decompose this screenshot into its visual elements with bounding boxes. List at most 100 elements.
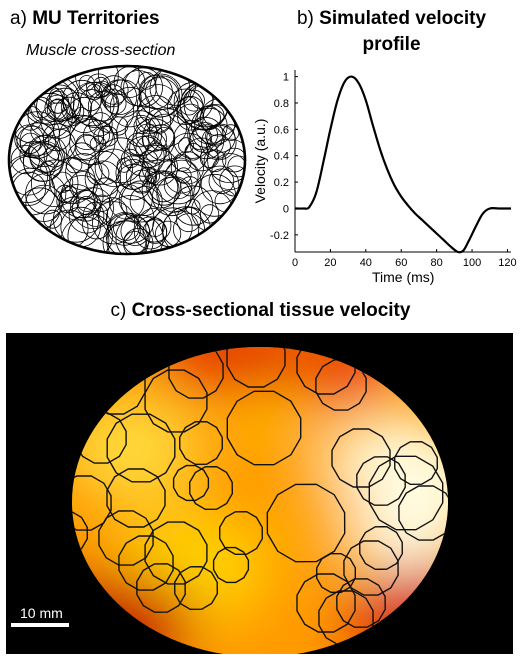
mu-territory-circle	[183, 89, 205, 112]
mu-territory-circle	[189, 85, 214, 110]
mu-territory-circle	[211, 153, 245, 191]
mu-territory-circle	[86, 162, 110, 186]
mu-territory-circle	[180, 176, 201, 197]
x-tick-label: 40	[360, 257, 372, 269]
mu-territory-outline	[144, 369, 208, 433]
mu-territory-outline	[72, 510, 89, 556]
mu-territory-circle	[69, 171, 98, 200]
mu-territory-circle	[138, 71, 156, 90]
mu-territory-circle	[120, 70, 157, 107]
mu-territory-circle	[113, 213, 140, 241]
mu-territory-circle	[46, 99, 68, 120]
panel-c-title-text: Cross-sectional tissue velocity	[131, 300, 411, 321]
velocity-profile-chart: -0.2 0 0.2 0.4 0.6 0.8 1 0 20 40 60 80 100 120 Time …	[252, 70, 517, 285]
mu-territory-outline	[358, 525, 404, 571]
mu-territory-circle	[148, 172, 179, 203]
y-tick-label: 0.2	[274, 177, 289, 189]
mu-territory-circle	[168, 132, 209, 173]
mu-territory-circle	[176, 206, 202, 233]
mu-territory-circle	[79, 88, 103, 112]
mu-territory-circle	[87, 90, 119, 122]
mu-territory-circle	[107, 212, 142, 246]
mu-territory-circle	[19, 141, 48, 170]
mu-territory-outline	[266, 483, 346, 563]
mu-territory-outline	[368, 455, 444, 531]
scale-bar	[11, 623, 69, 627]
y-tick-label: -0.2	[270, 230, 289, 242]
mu-territory-circle	[206, 123, 236, 153]
mu-territory-circle	[138, 73, 183, 118]
mu-territory-circle	[170, 151, 204, 185]
mu-territory-circle	[187, 116, 224, 153]
mu-territory-circle	[176, 95, 205, 124]
mu-territory-circle	[146, 170, 182, 206]
x-tick-label: 60	[395, 257, 407, 269]
y-tick-label: 0.8	[274, 98, 289, 110]
mu-territory-circle	[51, 171, 74, 193]
mu-territory-circle	[199, 148, 219, 168]
x-ticks: 0 20 40 60 80 100 120	[292, 249, 517, 269]
x-tick-label: 80	[431, 257, 443, 269]
mu-territory-circle	[144, 75, 180, 111]
mu-territory-circle	[179, 96, 199, 116]
mu-territory-circle	[222, 147, 245, 173]
mu-territory-outline	[296, 347, 356, 395]
x-tick-label: 120	[498, 257, 516, 269]
mu-territory-circle	[109, 86, 151, 128]
mu-territory-circle	[97, 125, 119, 147]
y-tick-label: 0.6	[274, 124, 289, 136]
mu-territory-outline	[173, 565, 219, 611]
mu-territory-outline	[226, 390, 302, 466]
x-tick-label: 0	[292, 257, 298, 269]
mu-territory-outline	[172, 464, 210, 502]
velocity-series-line	[294, 75, 511, 254]
mu-territory-outline	[106, 468, 166, 528]
mu-territory-outline	[393, 440, 439, 486]
mu-territory-circle	[155, 220, 182, 247]
mu-territory-circle	[178, 137, 195, 154]
y-tick-label: 0.4	[274, 151, 289, 163]
muscle-outline	[7, 64, 247, 256]
mu-territory-circle	[192, 122, 219, 148]
mu-territory-circle	[67, 142, 96, 171]
mu-territory-circle	[25, 184, 63, 222]
mu-territory-outline	[118, 535, 174, 591]
mu-territory-circle	[72, 81, 120, 129]
mu-territory-circle	[87, 150, 122, 185]
mu-territory-circle	[155, 66, 197, 106]
panel-a-letter: a)	[10, 8, 27, 29]
mu-territory-circle	[126, 132, 150, 156]
mu-territory-circle	[91, 201, 136, 245]
mu-territory-circle	[43, 209, 62, 229]
mu-territory-circle	[54, 96, 85, 127]
mu-territory-circle	[40, 160, 56, 177]
mu-territory-circle	[76, 190, 98, 212]
mu-territory-outline	[98, 510, 154, 566]
tissue-velocity-heatmap: 10 mm	[6, 333, 513, 654]
panel-a-title: a) MU Territories	[10, 8, 160, 30]
mu-territory-circle	[143, 144, 173, 174]
mu-territory-circle	[145, 142, 167, 164]
mu-territory-circle	[189, 124, 225, 160]
mu-territory-circle	[89, 89, 135, 134]
scale-bar-label: 10 mm	[20, 605, 63, 621]
mu-territory-circle	[139, 150, 158, 169]
mu-territory-outline	[212, 546, 250, 584]
mu-territory-outline	[226, 347, 286, 388]
mu-territory-circle	[65, 153, 103, 191]
mu-territory-circle	[94, 148, 134, 187]
panel-b-title-line2-wrap: profile	[262, 34, 521, 56]
mu-territory-circle	[129, 186, 160, 217]
panel-b-title: b) Simulated velocity	[262, 8, 521, 30]
mu-territory-circle	[56, 189, 80, 214]
mu-territory-circle	[75, 133, 98, 156]
mu-territory-circle	[9, 154, 52, 203]
mu-territory-circle	[93, 194, 111, 212]
mu-territory-circle	[208, 168, 235, 195]
x-tick-label: 100	[463, 257, 481, 269]
mu-territory-circle	[148, 124, 175, 151]
mu-territory-outline	[144, 521, 208, 585]
mu-territory-circle	[166, 88, 204, 125]
mu-territory-circle	[68, 197, 105, 234]
mu-territory-circle	[55, 184, 74, 203]
